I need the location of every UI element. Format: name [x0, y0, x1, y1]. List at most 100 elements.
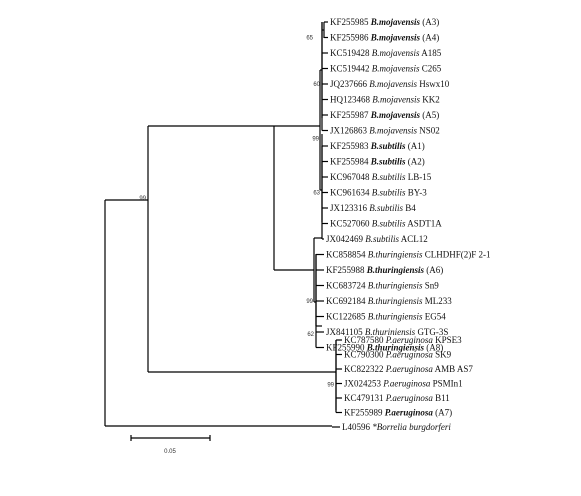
leaf-label: KF255986 B.mojavensis (A4) [330, 33, 439, 43]
leaf-accession: JX126863 [330, 126, 369, 136]
leaf-accession: KC683724 [326, 281, 368, 291]
leaf-strain: (A7) [433, 408, 452, 418]
leaf-species: B.mojavensis [372, 95, 420, 105]
leaf-label: KF255987 B.mojavensis (A5) [330, 110, 439, 120]
leaf-label: KC692184 B.thuringiensis ML233 [326, 296, 452, 306]
leaf-label: KC790300 P.aeruginosa SK9 [344, 350, 452, 360]
leaf-strain: (A2) [406, 157, 425, 167]
leaf-label: KF255988 B.thuringiensis (A6) [326, 265, 443, 275]
leaf-species: B.subtilis [370, 141, 406, 151]
leaf-label: JX123316 B.subtilis B4 [330, 203, 416, 213]
leaf-accession: JX024253 [344, 379, 383, 389]
leaf-label: KC519442 B.mojavensis C265 [330, 64, 442, 74]
leaf-species: P.aeruginosa [385, 408, 434, 418]
leaf-strain: PSMIn1 [430, 379, 462, 389]
leaf-strain: BY-3 [406, 188, 428, 198]
leaf-strain: (A1) [406, 141, 425, 151]
bootstrap-pseudomonas: 99 [327, 383, 334, 389]
leaf-accession: KF255986 [330, 33, 371, 43]
leaf-strain: Sn9 [423, 281, 440, 291]
leaf-label: KC822322 P.aeruginosa AMB AS7 [344, 364, 473, 374]
leaf-species: B.subtilis [369, 203, 403, 213]
leaf-accession: HQ123468 [330, 95, 372, 105]
leaf-accession: KC519428 [330, 48, 372, 58]
leaf-accession: KC961634 [330, 188, 372, 198]
leaf-accession: KF255984 [330, 157, 371, 167]
leaf-accession: L40596 [342, 422, 372, 432]
leaf-label: HQ123468 B.mojavensis KK2 [330, 95, 440, 105]
leaf-strain: KPSE3 [433, 335, 462, 345]
leaf-strain: B4 [403, 203, 416, 213]
leaf-accession: KC858854 [326, 250, 368, 260]
leaf-accession: KF255989 [344, 408, 385, 418]
leaf-species: B.thuringiensis [368, 312, 423, 322]
leaf-strain: A185 [420, 48, 442, 58]
leaf-accession: KF255990 [326, 343, 367, 353]
leaf-labels: KF255985 B.mojavensis (A3) KF255986 B.moj… [315, 17, 491, 432]
leaf-species: B.thuringiensis [366, 343, 425, 353]
leaf-species: B.mojavensis [370, 110, 421, 120]
leaf-species: B.mojavensis [369, 79, 417, 89]
bootstrap-values: 65 60 99 63 99 99 62 99 [139, 36, 334, 389]
leaf-strain: C265 [420, 64, 442, 74]
leaf-strain: AMB AS7 [433, 364, 474, 374]
leaf-species: B.mojavensis [372, 48, 420, 58]
leaf-accession: KF255983 [330, 141, 371, 151]
leaf-label: KC122685 B.thuringiensis EG54 [326, 312, 446, 322]
leaf-label: KF255984 B.subtilis (A2) [330, 157, 425, 167]
leaf-species: B.subtilis [372, 188, 406, 198]
leaf-label: KC683724 B.thuringiensis Sn9 [326, 281, 439, 291]
bootstrap-mojavensis: 60 [313, 82, 320, 88]
leaf-strain: B11 [433, 393, 450, 403]
leaf-label: KC519428 B.mojavensis A185 [330, 48, 442, 58]
leaf-strain: NS02 [417, 126, 440, 136]
leaf-label: JQ237666 B.mojavensis Hswx10 [330, 79, 450, 89]
leaf-species: P.aeruginosa [385, 350, 434, 360]
leaf-species: B.subtilis [372, 172, 406, 182]
leaf-accession: KC479131 [344, 393, 386, 403]
leaf-strain: GTG-3S [415, 327, 448, 337]
leaf-strain: SK9 [433, 350, 452, 360]
leaf-species: B.mojavensis [370, 33, 421, 43]
leaf-label: JX126863 B.mojavensis NS02 [330, 126, 440, 136]
leaf-accession: JX042469 [326, 234, 365, 244]
leaf-species: *Borrelia burgdorferi [372, 422, 451, 432]
leaf-label: KC858854 B.thuringiensis CLHDHF(2)F 2-1 [326, 250, 491, 260]
leaf-accession: KC519442 [330, 64, 372, 74]
tree-branches [104, 22, 337, 427]
leaf-species: B.thuringiensis [368, 250, 423, 260]
leaf-label: KF255989 P.aeruginosa (A7) [344, 408, 452, 418]
bootstrap-mojsub: 99 [312, 137, 319, 143]
leaf-strain: (A5) [420, 110, 439, 120]
leaf-accession: KC822322 [344, 364, 386, 374]
leaf-accession: JX841105 [326, 327, 365, 337]
leaf-label: KF255990 B.thuringiensis (A8) [326, 343, 443, 353]
leaf-species: P.aeruginosa [385, 364, 434, 374]
leaf-label: KF255983 B.subtilis (A1) [330, 141, 425, 151]
leaf-accession: KC790300 [344, 350, 386, 360]
leaf-label: KC527060 B.subtilis ASDT1A [330, 219, 442, 229]
leaf-accession: KF255988 [326, 265, 367, 275]
leaf-label: KC961634 B.subtilis BY-3 [330, 188, 427, 198]
leaf-accession: JX123316 [330, 203, 369, 213]
leaf-strain: (A4) [420, 33, 439, 43]
leaf-label: KC967048 B.subtilis LB-15 [330, 172, 432, 182]
leaf-strain: ML233 [423, 296, 453, 306]
leaf-strain: (A3) [420, 17, 439, 27]
leaf-label: JX841105 B.thuriniensis GTG-3S [326, 327, 448, 337]
leaf-accession: KC692184 [326, 296, 368, 306]
leaf-species: P.aeruginosa [385, 393, 434, 403]
bootstrap-subtilis: 63 [313, 191, 320, 197]
leaf-species: B.thuringiensis [368, 281, 423, 291]
leaf-species: P.aeruginosa [385, 335, 434, 345]
leaf-species: B.thuriniensis [365, 327, 416, 337]
bootstrap-main: 99 [139, 196, 146, 202]
leaf-label: L40596 *Borrelia burgdorferi [342, 422, 451, 432]
leaf-species: B.mojavensis [372, 64, 420, 74]
scale-bar: 0.05 [130, 435, 211, 455]
leaf-label: JX042469 B.subtilis ACL12 [326, 234, 428, 244]
bootstrap-a3-a4: 65 [306, 36, 313, 42]
leaf-species: P.aeruginosa [382, 379, 431, 389]
leaf-accession: KC527060 [330, 219, 372, 229]
leaf-accession: KF255987 [330, 110, 371, 120]
